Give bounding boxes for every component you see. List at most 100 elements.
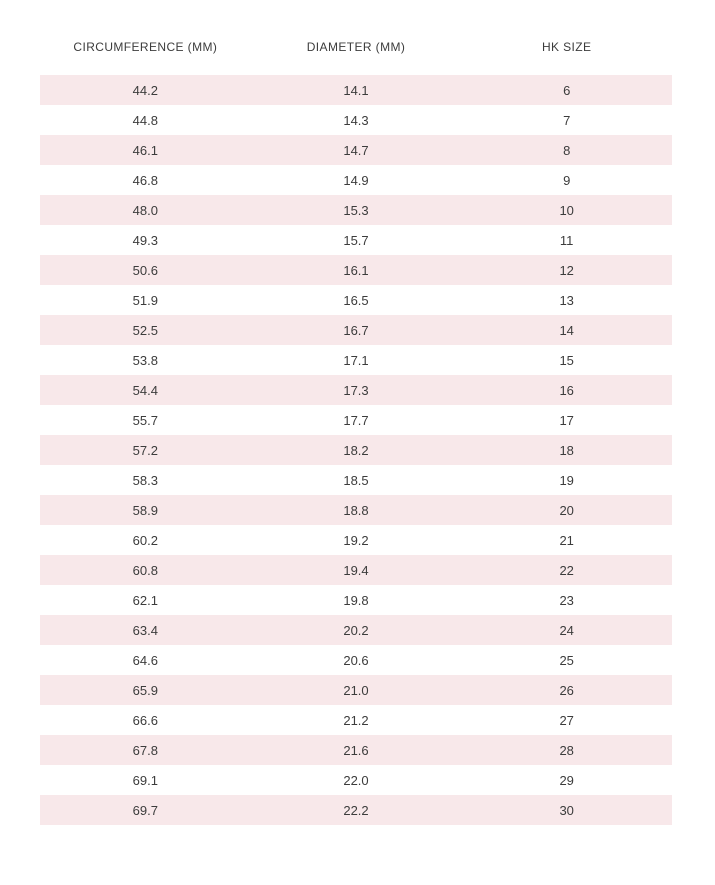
circumference-cell: 55.7 — [132, 412, 158, 428]
diameter-cell: 19.4 — [343, 562, 369, 578]
hk-size-cell: 21 — [559, 532, 574, 548]
circumference-cell: 60.8 — [132, 562, 158, 578]
hk-size-cell: 9 — [563, 172, 571, 188]
table-row: 67.8 21.6 28 — [40, 735, 672, 765]
diameter-cell: 16.7 — [343, 322, 369, 338]
table-row: 65.9 21.0 26 — [40, 675, 672, 705]
circumference-cell: 60.2 — [132, 532, 158, 548]
hk-size-cell: 25 — [559, 652, 574, 668]
diameter-cell: 17.1 — [343, 352, 369, 368]
diameter-cell: 17.3 — [343, 382, 369, 398]
table-row: 62.1 19.8 23 — [40, 585, 672, 615]
circumference-cell: 49.3 — [132, 232, 158, 248]
diameter-cell: 22.0 — [343, 772, 369, 788]
circumference-cell: 69.7 — [132, 802, 158, 818]
column-header-diameter: DIAMETER (MM) — [306, 40, 406, 54]
table-row: 44.8 14.3 7 — [40, 105, 672, 135]
table-row: 46.1 14.7 8 — [40, 135, 672, 165]
table-row: 60.8 19.4 22 — [40, 555, 672, 585]
table-row: 60.2 19.2 21 — [40, 525, 672, 555]
table-body: 44.2 14.1 6 44.8 14.3 7 46.1 14.7 8 46.8 14.9 9 48.0… — [40, 75, 672, 825]
circumference-cell: 48.0 — [132, 202, 158, 218]
table-header: CIRCUMFERENCE (MM) DIAMETER (MM) HK SIZE — [40, 32, 672, 62]
hk-size-cell: 29 — [559, 772, 574, 788]
diameter-cell: 19.2 — [343, 532, 369, 548]
circumference-cell: 69.1 — [132, 772, 158, 788]
hk-size-cell: 8 — [563, 142, 571, 158]
diameter-cell: 18.2 — [343, 442, 369, 458]
hk-size-cell: 6 — [563, 82, 571, 98]
table-row: 69.7 22.2 30 — [40, 795, 672, 825]
hk-size-cell: 10 — [559, 202, 574, 218]
circumference-cell: 63.4 — [132, 622, 158, 638]
hk-size-cell: 30 — [559, 802, 574, 818]
hk-size-cell: 16 — [559, 382, 574, 398]
hk-size-cell: 14 — [559, 322, 574, 338]
diameter-cell: 14.7 — [343, 142, 369, 158]
diameter-cell: 18.8 — [343, 502, 369, 518]
table-row: 48.0 15.3 10 — [40, 195, 672, 225]
diameter-cell: 19.8 — [343, 592, 369, 608]
hk-size-cell: 22 — [559, 562, 574, 578]
circumference-cell: 64.6 — [132, 652, 158, 668]
circumference-cell: 58.9 — [132, 502, 158, 518]
circumference-cell: 44.8 — [132, 112, 158, 128]
diameter-cell: 15.7 — [343, 232, 369, 248]
table-row: 54.4 17.3 16 — [40, 375, 672, 405]
circumference-cell: 51.9 — [132, 292, 158, 308]
diameter-cell: 20.2 — [343, 622, 369, 638]
table-row: 64.6 20.6 25 — [40, 645, 672, 675]
hk-size-cell: 26 — [559, 682, 574, 698]
table-row: 69.1 22.0 29 — [40, 765, 672, 795]
table-row: 50.6 16.1 12 — [40, 255, 672, 285]
diameter-cell: 17.7 — [343, 412, 369, 428]
diameter-cell: 15.3 — [343, 202, 369, 218]
diameter-cell: 20.6 — [343, 652, 369, 668]
circumference-cell: 53.8 — [132, 352, 158, 368]
circumference-cell: 67.8 — [132, 742, 158, 758]
table-row: 51.9 16.5 13 — [40, 285, 672, 315]
table-row: 57.2 18.2 18 — [40, 435, 672, 465]
circumference-cell: 65.9 — [132, 682, 158, 698]
circumference-cell: 50.6 — [132, 262, 158, 278]
size-conversion-table: CIRCUMFERENCE (MM) DIAMETER (MM) HK SIZE… — [40, 32, 672, 825]
table-row: 53.8 17.1 15 — [40, 345, 672, 375]
table-row: 58.9 18.8 20 — [40, 495, 672, 525]
hk-size-cell: 13 — [559, 292, 574, 308]
diameter-cell: 18.5 — [343, 472, 369, 488]
hk-size-cell: 7 — [563, 112, 571, 128]
hk-size-cell: 11 — [559, 232, 574, 248]
table-row: 55.7 17.7 17 — [40, 405, 672, 435]
table-row: 44.2 14.1 6 — [40, 75, 672, 105]
diameter-cell: 14.3 — [343, 112, 369, 128]
column-header-circumference: CIRCUMFERENCE (MM) — [73, 40, 218, 54]
circumference-cell: 52.5 — [132, 322, 158, 338]
circumference-cell: 66.6 — [132, 712, 158, 728]
diameter-cell: 16.1 — [343, 262, 369, 278]
circumference-cell: 46.8 — [132, 172, 158, 188]
hk-size-cell: 23 — [559, 592, 574, 608]
diameter-cell: 21.2 — [343, 712, 369, 728]
diameter-cell: 14.9 — [343, 172, 369, 188]
hk-size-cell: 27 — [559, 712, 574, 728]
hk-size-cell: 12 — [559, 262, 574, 278]
hk-size-cell: 18 — [559, 442, 574, 458]
diameter-cell: 14.1 — [343, 82, 369, 98]
diameter-cell: 16.5 — [343, 292, 369, 308]
table-row: 58.3 18.5 19 — [40, 465, 672, 495]
hk-size-cell: 17 — [559, 412, 574, 428]
circumference-cell: 58.3 — [132, 472, 158, 488]
circumference-cell: 54.4 — [132, 382, 158, 398]
diameter-cell: 21.6 — [343, 742, 369, 758]
hk-size-cell: 19 — [559, 472, 574, 488]
table-row: 66.6 21.2 27 — [40, 705, 672, 735]
hk-size-cell: 20 — [559, 502, 574, 518]
circumference-cell: 57.2 — [132, 442, 158, 458]
hk-size-cell: 28 — [559, 742, 574, 758]
circumference-cell: 46.1 — [132, 142, 158, 158]
hk-size-cell: 24 — [559, 622, 574, 638]
diameter-cell: 21.0 — [343, 682, 369, 698]
hk-size-cell: 15 — [559, 352, 574, 368]
circumference-cell: 44.2 — [132, 82, 158, 98]
